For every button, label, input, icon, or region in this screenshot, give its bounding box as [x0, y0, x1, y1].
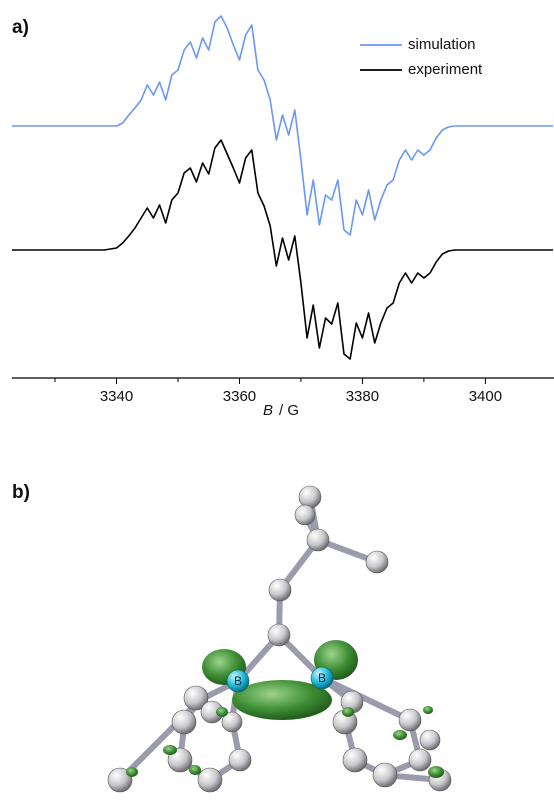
atoms	[108, 486, 451, 792]
atom-label: B	[234, 674, 242, 688]
x-tick-label: 3400	[469, 388, 502, 405]
x-tick-label: 3360	[223, 388, 256, 405]
molecule: B B	[108, 486, 451, 792]
x-tick-label: 3340	[100, 388, 133, 405]
plot-area: 3340 3360 3380 3400 simulation experiment	[12, 16, 553, 405]
atom-label: B	[318, 671, 326, 685]
x-tick-label: 3380	[346, 388, 379, 405]
legend-label: experiment	[408, 61, 483, 78]
x-axis-symbol: B	[263, 402, 273, 419]
legend-label: simulation	[408, 36, 476, 53]
spectrum-line	[12, 140, 553, 359]
panel-label: a)	[12, 17, 29, 38]
panel-label: b)	[12, 482, 30, 503]
x-axis-unit: / G	[279, 402, 299, 419]
figure: a) b) B / G 3340 3360 3380 3400 simulation ex…	[0, 0, 554, 811]
